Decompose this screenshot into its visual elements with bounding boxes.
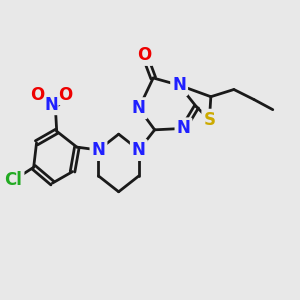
Text: N: N	[172, 76, 186, 94]
Text: N: N	[176, 119, 190, 137]
Text: Cl: Cl	[4, 171, 22, 189]
Text: S: S	[203, 111, 215, 129]
Text: O: O	[137, 46, 152, 64]
Text: O: O	[30, 86, 44, 104]
Text: N: N	[92, 141, 105, 159]
Text: O: O	[58, 86, 73, 104]
Text: N: N	[44, 96, 58, 114]
Text: N: N	[132, 141, 146, 159]
Text: N: N	[132, 99, 146, 117]
